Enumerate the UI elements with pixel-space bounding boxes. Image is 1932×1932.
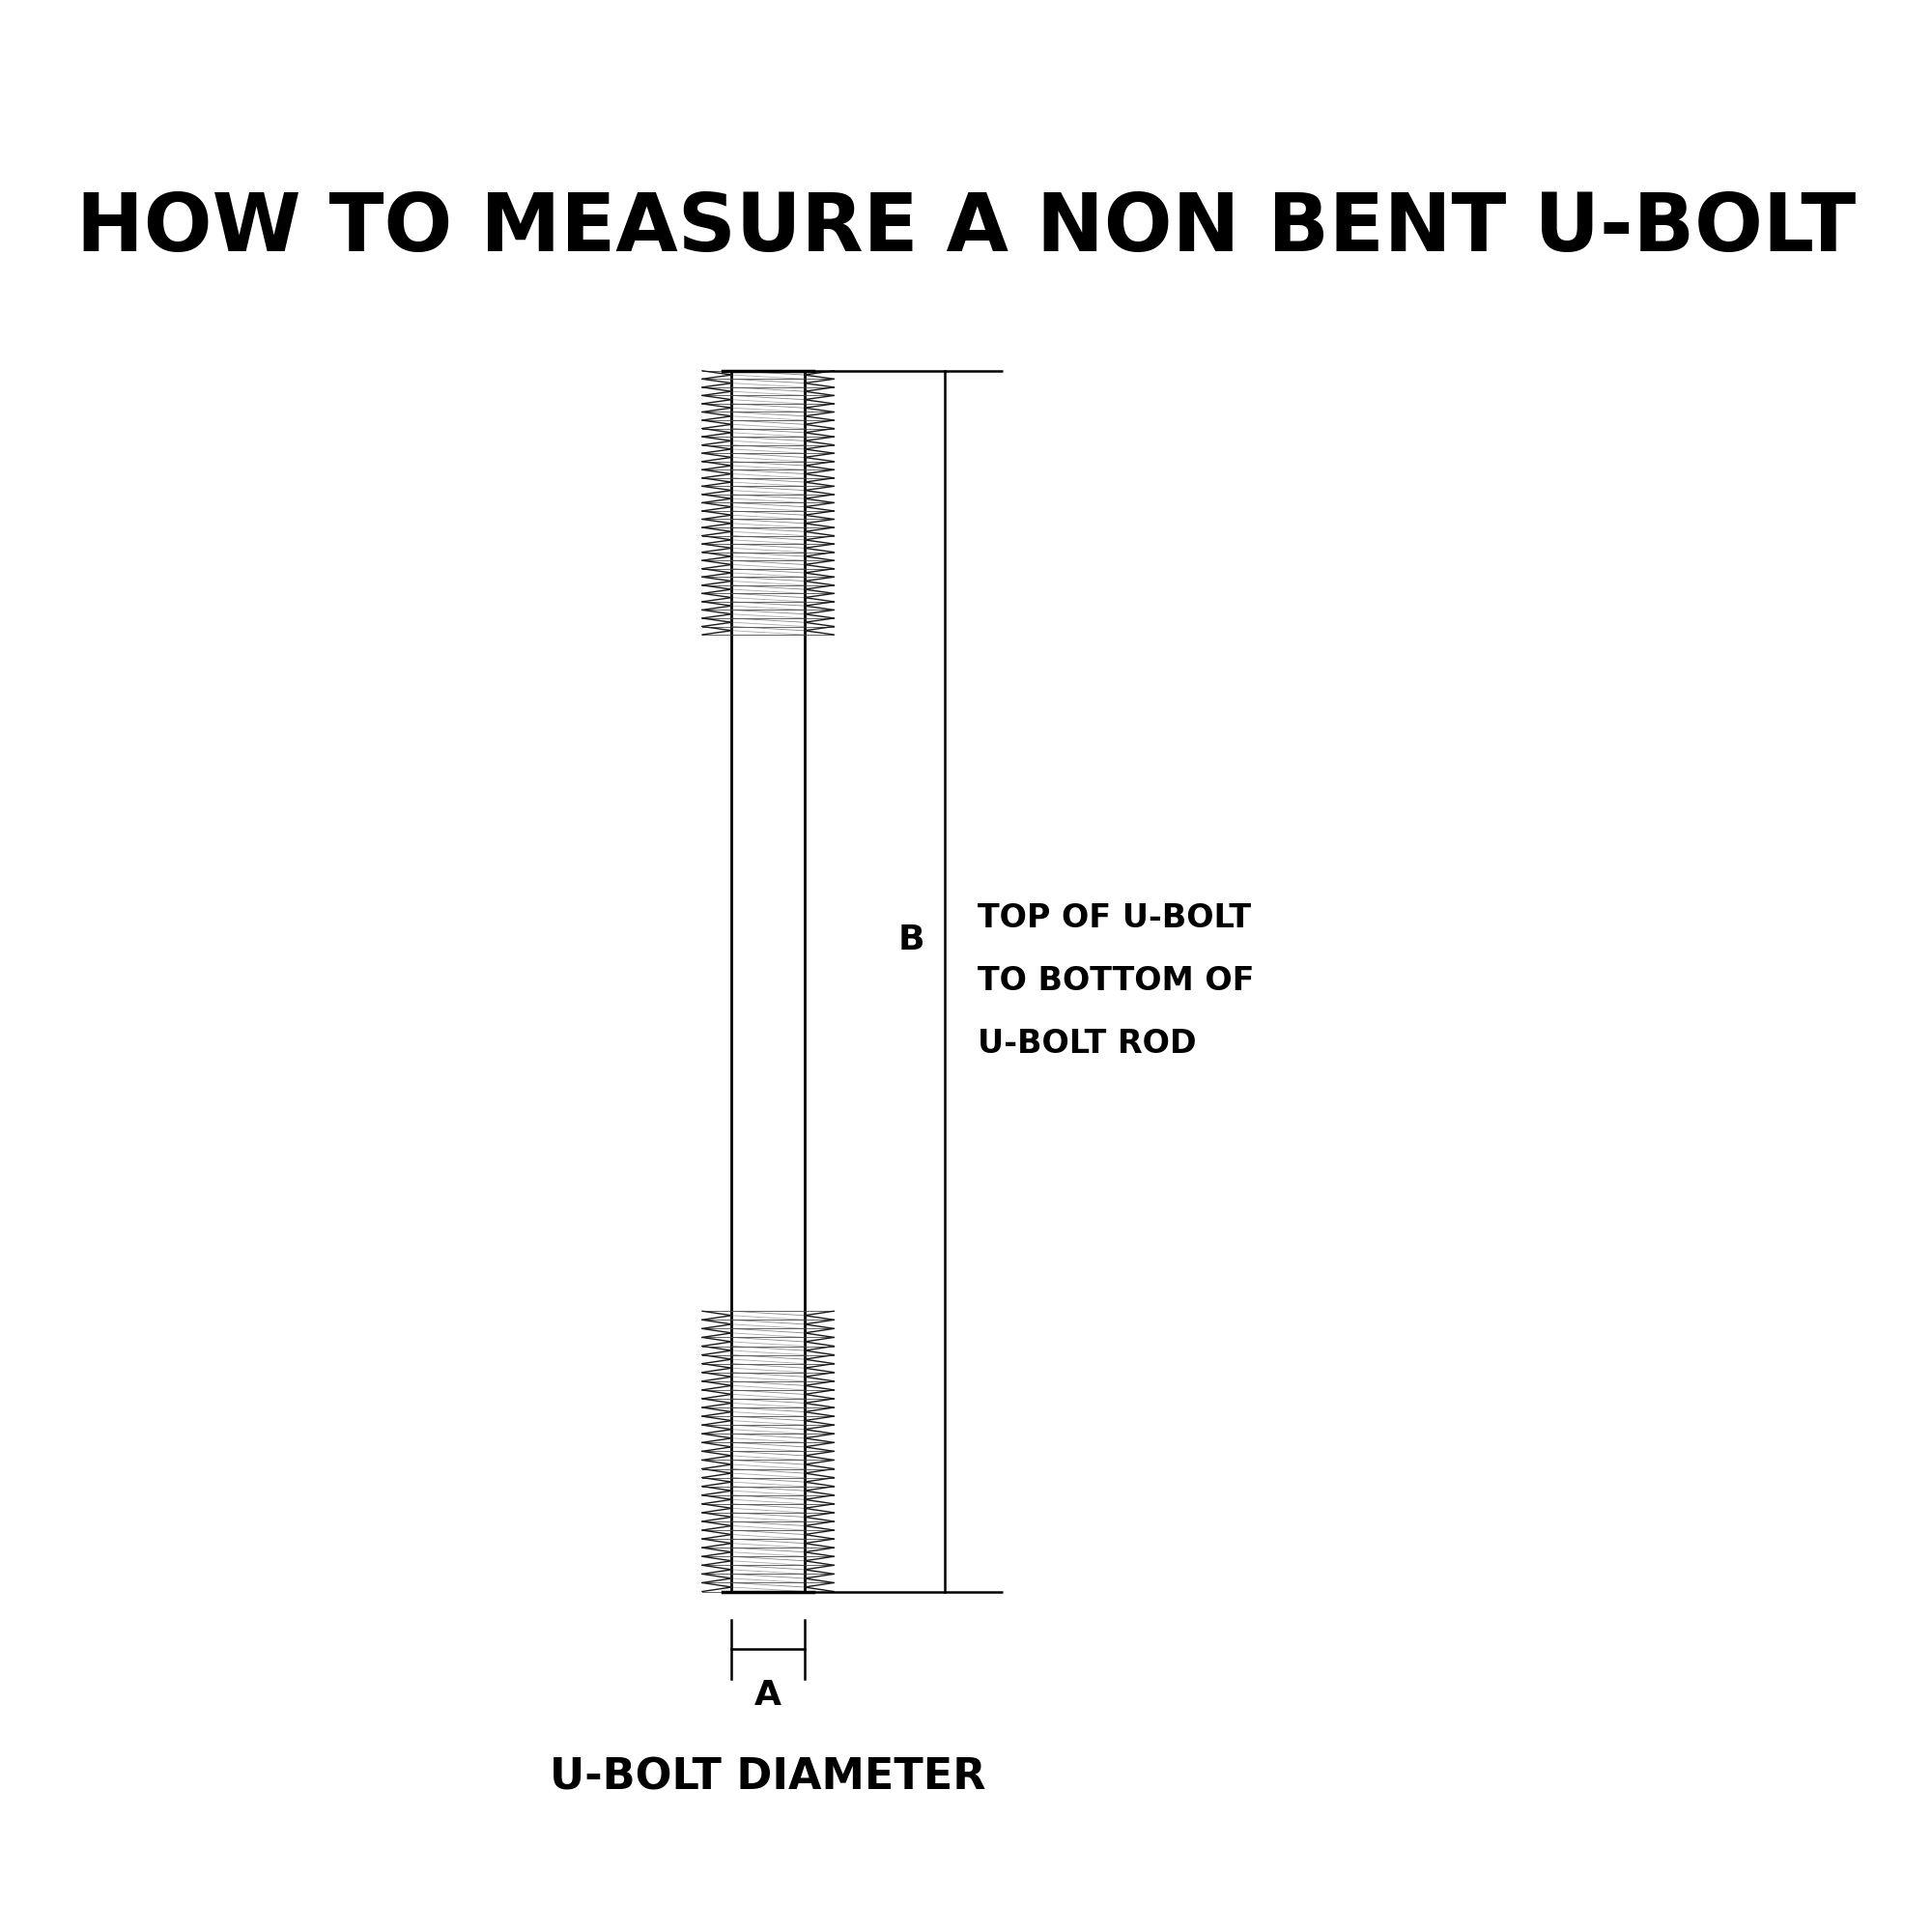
Text: U-BOLT ROD: U-BOLT ROD: [978, 1028, 1196, 1061]
Text: TOP OF U-BOLT: TOP OF U-BOLT: [978, 902, 1250, 935]
Text: B: B: [898, 923, 925, 956]
Text: A: A: [755, 1679, 782, 1712]
Text: TO BOTTOM OF: TO BOTTOM OF: [978, 966, 1254, 997]
Text: HOW TO MEASURE A NON BENT U-BOLT: HOW TO MEASURE A NON BENT U-BOLT: [75, 189, 1857, 267]
Text: U-BOLT DIAMETER: U-BOLT DIAMETER: [551, 1756, 985, 1799]
